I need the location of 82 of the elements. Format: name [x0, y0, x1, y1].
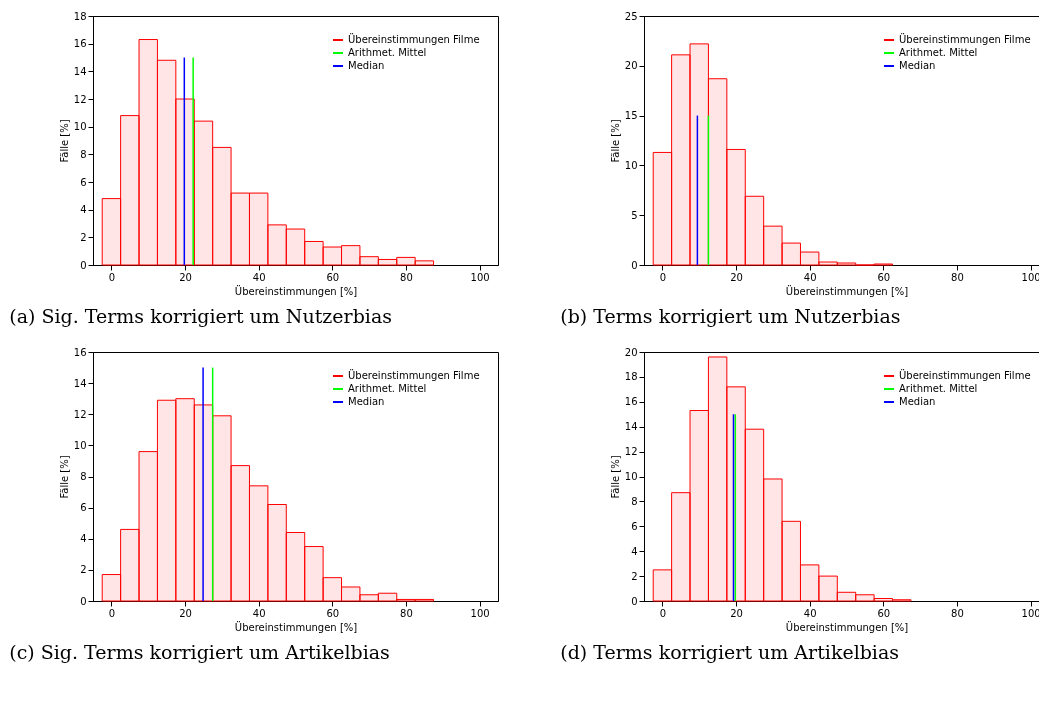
y-tick-label: 16 [73, 38, 87, 50]
text: (d) Terms korrigiert um Artikelbias [560, 641, 900, 663]
y-tick-label: 20 [624, 346, 638, 358]
x-tick-label: 60 [877, 607, 891, 619]
x-axis-title: Übereinstimmungen [%] [234, 284, 358, 297]
y-tick-label: 10 [73, 121, 87, 133]
x-tick-label: 80 [400, 271, 413, 283]
y-tick-label: 14 [73, 65, 87, 77]
y-axis-title: Fälle [%] [609, 455, 621, 499]
y-tick-label: 0 [80, 259, 87, 271]
y-tick-label: 18 [624, 371, 638, 383]
y-tick-label: 10 [624, 471, 638, 482]
y-tick-label: 4 [631, 545, 638, 557]
x-tick-label: 0 [659, 607, 667, 619]
x-tick-label: 60 [326, 607, 340, 619]
y-tick-label: 12 [624, 446, 638, 458]
legend-label: Arithmet. Mittel [899, 47, 978, 58]
x-tick-label: 0 [659, 271, 667, 283]
legend-label: Arithmet. Mittel [348, 383, 427, 394]
y-tick-label: 12 [73, 408, 87, 420]
x-tick-label: 20 [179, 607, 192, 619]
x-tick-label: 40 [803, 271, 817, 283]
y-tick-label: 0 [631, 259, 638, 271]
legend-label: Median [348, 60, 385, 71]
x-tick-label: 0 [108, 271, 116, 283]
x-tick-label: 60 [877, 271, 891, 283]
x-axis-title: Übereinstimmungen [%] [785, 620, 909, 633]
y-tick-label: 0 [80, 595, 87, 607]
text: (a) Sig. Terms korrigiert um Nutzerbias [9, 305, 393, 327]
y-axis-title: Fälle [%] [58, 119, 70, 163]
y-tick-label: 8 [631, 495, 638, 507]
y-tick-label: 16 [624, 396, 638, 408]
y-tick-label: 2 [80, 231, 87, 243]
y-tick-label: 25 [624, 10, 638, 22]
text: (b) Terms korrigiert um Nutzerbias [560, 305, 901, 327]
y-tick-label: 16 [73, 346, 87, 358]
y-tick-label: 12 [73, 93, 87, 105]
legend-label: Übereinstimmungen Filme [899, 369, 1031, 381]
y-tick-label: 5 [631, 209, 638, 221]
x-tick-label: 80 [951, 607, 964, 619]
legend-label: Übereinstimmungen Filme [899, 33, 1031, 45]
y-tick-label: 0 [631, 595, 638, 607]
legend-label: Übereinstimmungen Filme [348, 33, 480, 45]
y-tick-label: 6 [80, 176, 87, 188]
x-tick-label: 40 [803, 607, 817, 619]
y-axis-title: Fälle [%] [58, 455, 70, 499]
legend-label: Median [899, 396, 936, 407]
y-tick-label: 18 [73, 10, 87, 22]
y-tick-label: 20 [624, 60, 638, 72]
x-tick-label: 20 [730, 271, 743, 283]
x-tick-label: 20 [730, 607, 743, 619]
y-tick-label: 6 [80, 502, 87, 514]
x-axis-title: Übereinstimmungen [%] [234, 620, 358, 633]
legend-label: Übereinstimmungen Filme [348, 369, 480, 381]
y-tick-label: 6 [631, 520, 638, 532]
x-axis-title: Übereinstimmungen [%] [785, 284, 909, 297]
legend-label: Arithmet. Mittel [348, 47, 427, 58]
y-tick-label: 2 [631, 570, 638, 582]
x-tick-label: 80 [400, 607, 413, 619]
y-tick-label: 14 [73, 377, 87, 389]
x-tick-label: 40 [252, 271, 266, 283]
y-tick-label: 10 [73, 439, 87, 451]
y-tick-label: 2 [80, 564, 87, 576]
legend-label: Median [348, 396, 385, 407]
x-tick-label: 100 [470, 607, 490, 619]
x-tick-label: 60 [326, 271, 340, 283]
x-tick-label: 100 [470, 271, 490, 283]
legend-label: Median [899, 60, 936, 71]
y-tick-label: 10 [624, 159, 638, 171]
x-tick-label: 40 [252, 607, 266, 619]
y-tick-label: 14 [624, 421, 638, 433]
y-axis-title: Fälle [%] [609, 119, 621, 163]
y-tick-label: 8 [80, 148, 87, 160]
legend-label: Arithmet. Mittel [899, 383, 978, 394]
text: (c) Sig. Terms korrigiert um Artikelbias [9, 641, 390, 663]
y-tick-label: 8 [80, 471, 87, 482]
x-tick-label: 80 [951, 271, 964, 283]
y-tick-label: 4 [80, 204, 87, 216]
y-tick-label: 15 [624, 110, 638, 122]
x-tick-label: 20 [179, 271, 192, 283]
y-tick-label: 4 [80, 533, 87, 545]
x-tick-label: 0 [108, 607, 116, 619]
